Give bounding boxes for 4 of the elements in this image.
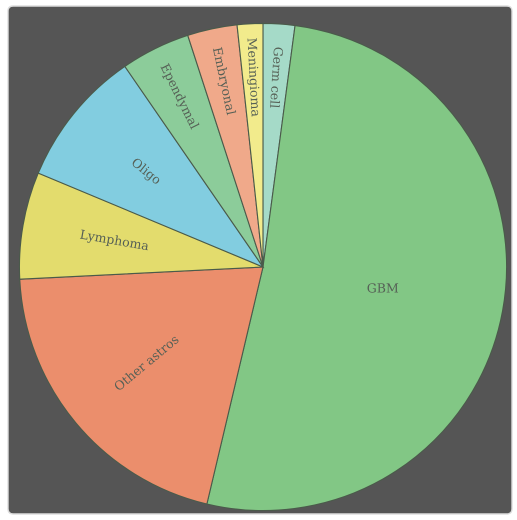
slice-label: Lymphoma	[79, 229, 150, 254]
slice-label: GBM	[367, 283, 398, 293]
slice-label: Germ cell	[270, 47, 284, 108]
slice-label: Meningioma	[244, 38, 261, 117]
